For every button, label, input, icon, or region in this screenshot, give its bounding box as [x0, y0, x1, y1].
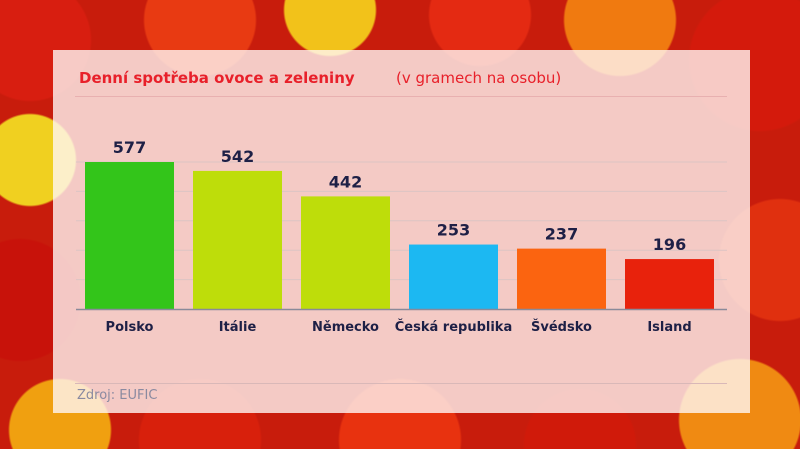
- source-note: Zdroj: EUFIC: [77, 388, 158, 403]
- category-label: Island: [647, 320, 691, 335]
- chart-title: Denní spotřeba ovoce a zeleniny: [79, 69, 355, 87]
- category-label: Polsko: [106, 320, 154, 335]
- bar: [409, 244, 498, 309]
- bar: [625, 259, 714, 309]
- value-label: 442: [329, 172, 362, 191]
- bar: [301, 196, 390, 309]
- value-label: 253: [437, 221, 470, 240]
- value-label: 237: [545, 225, 578, 244]
- bar: [85, 162, 174, 309]
- title-divider: [75, 96, 727, 97]
- chart-subtitle: (v gramech na osobu): [396, 69, 562, 87]
- bar: [193, 170, 282, 309]
- category-label: Švédsko: [531, 319, 592, 335]
- source-divider: [75, 383, 727, 384]
- value-label: 542: [221, 147, 254, 166]
- category-label: Německo: [312, 320, 379, 335]
- category-label: Česká republika: [395, 319, 512, 335]
- value-label: 577: [113, 138, 146, 157]
- category-label: Itálie: [219, 320, 257, 335]
- value-label: 196: [653, 235, 686, 254]
- bar: [517, 248, 606, 309]
